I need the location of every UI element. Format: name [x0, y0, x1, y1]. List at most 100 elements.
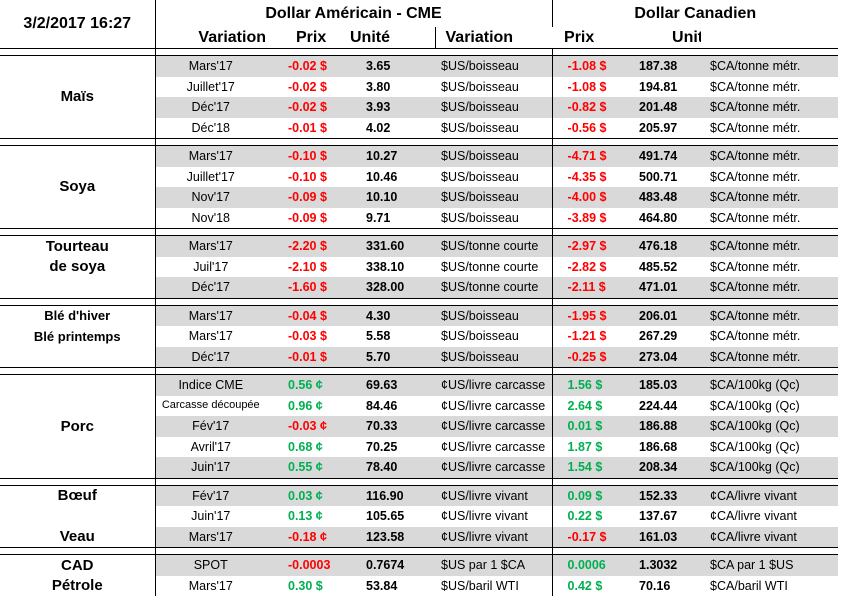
- usd-section-title: Dollar Américain - CME: [155, 0, 553, 27]
- contract-month: Mars'17: [155, 55, 266, 77]
- cad-price: 186.88: [626, 416, 702, 437]
- usd-variation: -0.02 $: [266, 55, 340, 77]
- cad-unit: $CA/tonne métr.: [701, 145, 839, 167]
- cad-unit: $CA/baril WTI: [710, 578, 788, 593]
- group-separator: [0, 228, 839, 236]
- cad-price: 137.67: [639, 509, 678, 523]
- usd-variation: 0.68 ¢: [288, 439, 323, 454]
- contract-month: Mars'17: [188, 329, 233, 343]
- cad-variation: 0.42 $: [567, 578, 603, 593]
- table-row: Juin'17 0.55 ¢ 78.40 ¢US/livre carcasse 1.54…: [0, 457, 839, 478]
- usd-unit: ¢US/livre carcasse: [435, 374, 553, 396]
- cad-price: 273.04: [626, 346, 702, 368]
- cad-price: 186.68: [639, 439, 678, 454]
- usd-unit: ¢US/livre vivant: [435, 485, 553, 506]
- usd-price: 5.70: [340, 346, 435, 368]
- usd-unit: ¢US/livre carcasse: [435, 416, 553, 437]
- usd-variation: -0.09 $: [288, 210, 327, 225]
- usd-unit: $US/boisseau: [435, 166, 553, 187]
- cad-variation: 1.87 $: [567, 439, 603, 454]
- usd-price: 3.65: [340, 55, 435, 77]
- usd-unit: $US par 1 $CA: [435, 554, 553, 576]
- usd-price: 4.02: [366, 120, 391, 135]
- table-row: Déc'17 -1.60 $328.00 $US/tonne courte -2.11…: [0, 277, 839, 298]
- cad-unit: $CA/tonne métr.: [710, 259, 801, 274]
- cad-unit: $CA/tonne métr.: [710, 79, 801, 94]
- cad-variation: -3.89 $: [567, 210, 607, 225]
- table-row: Blé d'hiver Mars'17 -0.04 $4.30 $US/boissea…: [0, 305, 839, 326]
- cad-unit: $CA/tonne métr.: [701, 235, 839, 257]
- group-separator: [0, 367, 839, 375]
- table-row: Bœuf Fév'17 0.03 ¢ 116.90 ¢US/livre vivant 0.…: [0, 485, 839, 506]
- contract-month: Fév'17: [155, 416, 266, 437]
- usd-variation: -0.03 ¢: [266, 416, 340, 437]
- usd-variation: -2.10 $: [288, 259, 327, 274]
- cad-variation: -2.97 $: [552, 235, 627, 257]
- commodity-name-cell: Bœuf: [0, 485, 156, 506]
- usd-price: 10.27: [340, 145, 435, 167]
- contract-month: Juin'17: [155, 457, 266, 478]
- contract-month: Avril'17: [190, 439, 231, 454]
- commodity-name-cell: de soya: [0, 256, 156, 277]
- cad-unit: $CA/tonne métr.: [701, 55, 839, 77]
- usd-variation: -0.02 $: [288, 79, 327, 94]
- commodity-name-cell: Blé printemps: [0, 326, 156, 347]
- cad-unit: $CA/100kg (Qc): [710, 439, 800, 454]
- cad-unit: $CA/100kg (Qc): [701, 457, 839, 478]
- table-row: Nov'18 -0.09 $ 9.71 $US/boisseau -3.89 $ 464.…: [0, 207, 838, 229]
- usd-variation: 0.30 $: [288, 578, 323, 593]
- commodity-name-cell: [0, 277, 156, 298]
- table-row: Blé printemps Mars'17 -0.03 $ 5.58 $US/boiss…: [0, 326, 838, 347]
- contract-month: Mars'17: [155, 145, 266, 167]
- commodity-name-cell: Pétrole: [0, 575, 156, 596]
- commodity-name-cell: Soya: [0, 176, 156, 197]
- cad-variation: -1.21 $: [567, 329, 607, 343]
- usd-variation-header: Variation: [198, 28, 266, 46]
- table-row: Porc Fév'17 -0.03 ¢ 70.33 ¢US/livre carcasse…: [0, 416, 839, 437]
- table-row: Veau Mars'17 -0.18 ¢ 123.58 ¢US/livre vivant…: [0, 526, 839, 548]
- cad-variation: 1.56 $: [552, 374, 627, 396]
- cad-unit: ¢CA/livre vivant: [701, 485, 839, 506]
- usd-unit: $US/boisseau: [435, 326, 553, 347]
- table-row: Pétrole Mars'17 0.30 $ 53.84 $US/baril WTI 0.…: [0, 575, 838, 596]
- commodity-name-cell: [0, 117, 156, 139]
- cad-variation: -4.71 $: [552, 145, 627, 167]
- usd-variation: -2.20 $: [266, 235, 340, 257]
- contract-month: Déc'17: [155, 277, 266, 298]
- cad-price: 201.48: [626, 97, 702, 118]
- cad-variation: 1.54 $: [552, 457, 627, 478]
- cad-variation: 0.22 $: [567, 509, 603, 523]
- usd-prix-header: Prix: [296, 28, 327, 46]
- usd-unite-header: Unité: [340, 27, 436, 49]
- usd-unit: $US/boisseau: [435, 97, 553, 118]
- usd-unit: $US/boisseau: [435, 207, 553, 229]
- cad-variation: -4.35 $: [567, 169, 607, 184]
- commodity-name-cell: [0, 506, 156, 527]
- commodity-name-cell: Veau: [0, 526, 156, 548]
- contract-month: Nov'17: [155, 187, 266, 208]
- commodity-name-cell: [0, 436, 156, 457]
- table-row: Avril'17 0.68 ¢ 70.25 ¢US/livre carcasse 1.8…: [0, 436, 838, 457]
- contract-month: Déc'17: [155, 346, 266, 368]
- table-row: Tourteau Mars'17 -2.20 $331.60 $US/tonne co…: [0, 235, 839, 257]
- contract-month: Fév'17: [155, 485, 266, 506]
- usd-unit: ¢US/livre carcasse: [435, 457, 553, 478]
- table-row: Carcasse découpée 0.96 ¢ 84.46 ¢US/livre ca…: [0, 395, 838, 416]
- cad-price: 187.38: [626, 55, 702, 77]
- usd-unit: ¢US/livre carcasse: [435, 395, 553, 416]
- table-row: Maïs Juillet'17 -0.02 $ 3.80 $US/boisseau -1.…: [0, 76, 838, 107]
- group-separator: [0, 48, 839, 56]
- usd-price: 10.46: [366, 169, 398, 184]
- cad-variation: -1.95 $: [552, 305, 627, 326]
- commodity-name-cell: [0, 457, 156, 478]
- usd-unit: $US/boisseau: [435, 187, 553, 208]
- cad-price: 485.52: [639, 259, 678, 274]
- cad-variation: 0.0006: [552, 554, 627, 576]
- cad-unit: $CA/100kg (Qc): [710, 398, 800, 413]
- usd-price: 70.25: [366, 439, 398, 454]
- usd-variation: -0.10 $: [288, 169, 327, 184]
- cad-price: 476.18: [626, 235, 702, 257]
- usd-unit: $US/boisseau: [435, 55, 553, 77]
- cad-price: 267.29: [639, 329, 678, 343]
- table-row: Juin'17 0.13 ¢ 105.65 ¢US/livre vivant 0.22 …: [0, 506, 838, 527]
